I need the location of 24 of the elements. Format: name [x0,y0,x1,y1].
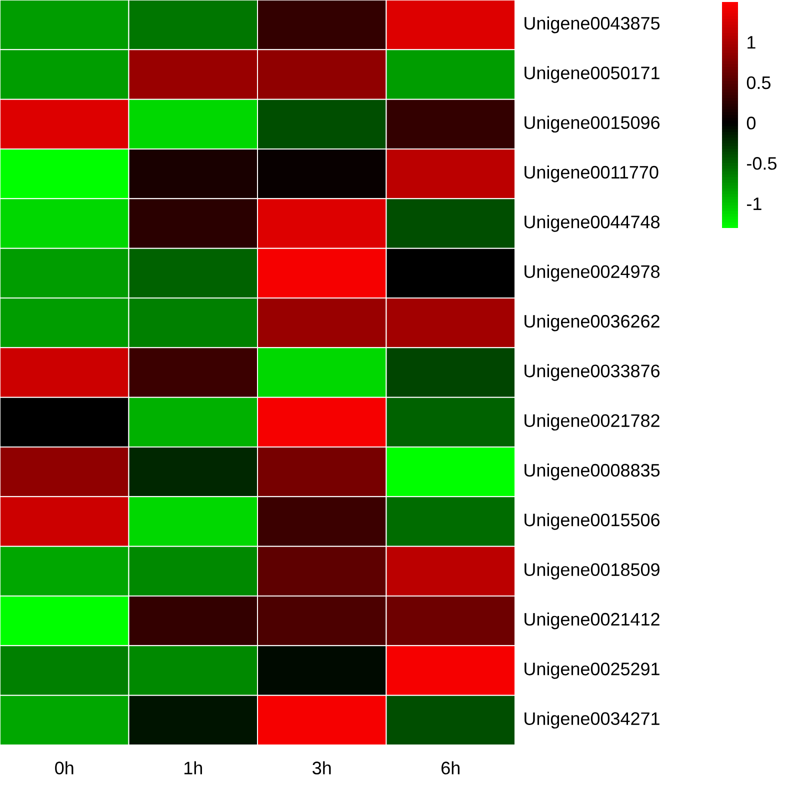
y-tick-label: Unigene0036262 [524,314,660,332]
x-tick-label: 0h [55,761,74,774]
color-bar-label: 1 [748,36,756,49]
y-tick-label: Unigene0021412 [524,612,660,630]
y-tick-label: Unigene0050171 [524,66,660,83]
y-tick-label: Unigene0015506 [524,513,660,530]
y-tick-label: Unigene0025291 [524,662,660,679]
y-tick-label: Unigene0011770 [524,165,658,182]
y-tick-label: Unigene0043875 [524,16,660,34]
x-tick-label: 1h [184,761,202,774]
y-tick-label: Unigene0024978 [524,264,660,282]
y-tick-label: Unigene0018509 [524,562,660,580]
y-tick-label: Unigene0044748 [524,215,660,232]
color-bar-label: -0.5 [747,157,776,170]
y-tick-label: Unigene0008835 [524,463,660,480]
color-bar-label: 0 [746,116,756,130]
x-tick-label: 3h [312,761,331,774]
y-tick-label: Unigene0033876 [524,364,660,381]
color-bar-label: -1 [747,198,762,210]
x-tick-label: 6h [442,761,460,774]
y-tick-label: Unigene0034271 [524,712,660,729]
y-tick-label: Unigene0021782 [524,414,660,431]
color-bar-label: 0.5 [746,76,770,90]
y-tick-label: Unigene0015096 [524,116,660,133]
